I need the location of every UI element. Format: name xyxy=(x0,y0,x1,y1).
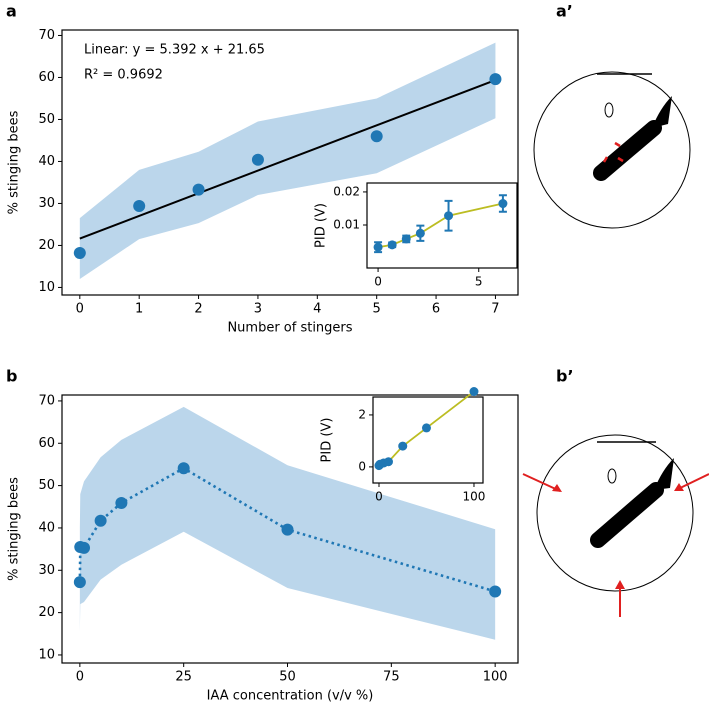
y-tick-label: 70 xyxy=(38,393,55,408)
panel-label: a xyxy=(6,2,17,21)
x-tick-label: 75 xyxy=(383,670,400,685)
y-tick-label: 20 xyxy=(38,238,55,253)
data-point xyxy=(192,183,205,196)
confidence-band xyxy=(79,42,496,280)
axes-frame xyxy=(61,29,519,296)
y-tick-label: 60 xyxy=(38,70,55,85)
x-tick-label: 6 xyxy=(432,302,440,317)
x-tick-label: 4 xyxy=(313,302,321,317)
diagram-a-prime xyxy=(533,71,691,229)
axes-frame xyxy=(372,396,484,484)
x-tick-label: 3 xyxy=(254,302,262,317)
inset-background xyxy=(373,397,483,483)
x-tick-label: 7 xyxy=(491,302,499,317)
data-point xyxy=(489,585,502,598)
data-point xyxy=(73,576,86,589)
x-tick-label: 5 xyxy=(373,302,381,317)
x-tick-label: 0 xyxy=(76,670,84,685)
y-tick-label: 40 xyxy=(38,154,55,169)
y-tick-label: 30 xyxy=(38,563,55,578)
diagram-b-prime xyxy=(522,434,709,617)
y-tick-label: 60 xyxy=(38,436,55,451)
data-point xyxy=(398,441,408,451)
x-tick-label: 0 xyxy=(375,490,383,504)
y-axis-label: % stinging bees xyxy=(7,477,22,581)
y-axis-label: % stinging bees xyxy=(7,110,22,214)
y-tick-label: 50 xyxy=(38,112,55,127)
y-axis-label: PID (V) xyxy=(314,203,329,248)
annotation: R² = 0.9692 xyxy=(84,68,163,83)
x-tick-label: 100 xyxy=(463,490,486,504)
x-tick-label: 0 xyxy=(76,302,84,317)
data-point xyxy=(133,199,146,212)
x-tick-label: 25 xyxy=(175,670,192,685)
data-point xyxy=(370,130,383,143)
data-point xyxy=(73,247,86,260)
data-point xyxy=(281,523,294,536)
x-tick-label: 0 xyxy=(374,275,382,289)
y-tick-label: 0 xyxy=(358,459,366,473)
data-point xyxy=(373,242,383,252)
y-tick-label: 10 xyxy=(38,647,55,662)
y-tick-label: 10 xyxy=(38,280,55,295)
data-point xyxy=(421,423,431,433)
annotation: Linear: y = 5.392 x + 21.65 xyxy=(84,43,265,58)
y-tick-label: 2 xyxy=(358,407,366,421)
x-axis-label: Number of stingers xyxy=(227,321,352,336)
x-axis-label: IAA concentration (v/v %) xyxy=(207,689,374,704)
x-tick-label: 2 xyxy=(194,302,202,317)
data-point xyxy=(251,153,264,166)
data-point xyxy=(415,228,425,238)
data-point xyxy=(498,199,508,209)
axes-frame xyxy=(61,394,519,664)
x-tick-label: 50 xyxy=(279,670,296,685)
data-point xyxy=(115,496,128,509)
x-tick-label: 100 xyxy=(483,670,508,685)
data-point xyxy=(444,211,454,221)
data-point xyxy=(469,387,479,397)
y-tick-label: 20 xyxy=(38,605,55,620)
y-tick-label: 40 xyxy=(38,520,55,535)
data-point xyxy=(94,514,107,527)
x-tick-label: 1 xyxy=(135,302,143,317)
y-tick-label: 0.02 xyxy=(333,184,360,198)
data-line xyxy=(78,466,496,593)
y-tick-label: 50 xyxy=(38,478,55,493)
data-point xyxy=(387,240,397,250)
data-point xyxy=(401,234,411,244)
panel-label: a’ xyxy=(556,2,573,21)
y-tick-label: 0.01 xyxy=(333,218,360,232)
panel-label: b xyxy=(6,367,17,386)
fit-line xyxy=(79,79,496,240)
data-point xyxy=(489,73,502,86)
y-tick-label: 30 xyxy=(38,196,55,211)
data-point xyxy=(383,457,393,467)
y-axis-label: PID (V) xyxy=(320,418,335,463)
data-point xyxy=(78,541,91,554)
panel-label: b’ xyxy=(556,367,574,386)
inset-background xyxy=(367,183,517,268)
y-tick-label: 70 xyxy=(38,28,55,43)
x-tick-label: 5 xyxy=(475,275,483,289)
data-point xyxy=(177,462,190,475)
